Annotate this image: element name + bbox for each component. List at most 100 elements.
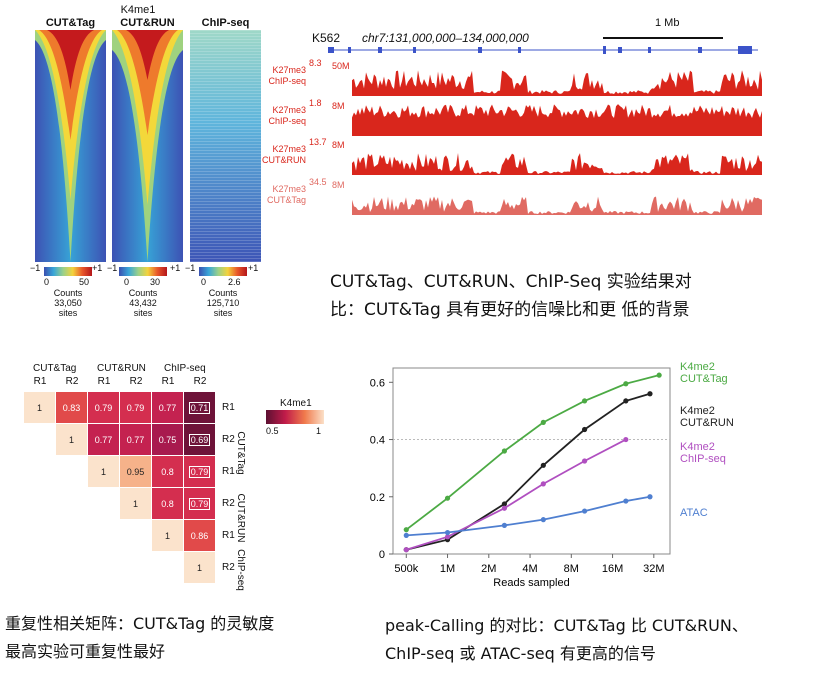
data-point: [540, 419, 546, 425]
x-axis-label: Reads sampled: [493, 577, 569, 589]
heatmap-cuttag: [35, 30, 106, 262]
data-point: [501, 505, 508, 511]
group-side-label: ChIP-seq: [235, 549, 246, 591]
signal-track: [352, 153, 762, 175]
legend-min: 0.5: [266, 426, 279, 436]
x-tick-label: 8M: [564, 563, 579, 575]
data-point: [581, 398, 588, 404]
corr-cell: 1: [88, 456, 119, 487]
track-mark: K27me3: [272, 105, 306, 115]
caption-line: 最高实验可重复性最好: [5, 642, 166, 661]
group-label: CUT&Tag: [33, 363, 77, 374]
corr-value: 0.79: [188, 497, 211, 510]
heatmap-col-label: CUT&Tag: [45, 17, 96, 29]
data-point: [581, 426, 588, 433]
corr-value: 0.77: [126, 434, 145, 445]
track-max: 13.7: [309, 137, 327, 147]
y-tick-label: 0.2: [370, 492, 385, 504]
track-label: K27me3 ChIP-seq: [262, 105, 306, 127]
group-label: ChIP-seq: [164, 363, 206, 374]
data-point: [403, 532, 409, 538]
track-assay: ChIP-seq: [268, 116, 306, 126]
axis-left-label: −1: [185, 263, 196, 273]
corr-value: 0.79: [188, 465, 211, 478]
series-label: CUT&Tag: [680, 373, 728, 385]
corr-value: 0.95: [126, 466, 145, 477]
corr-cell: 1: [152, 520, 183, 551]
corr-cell: 0.79: [184, 488, 215, 519]
x-tick-label: 32M: [643, 563, 664, 575]
plot-frame: [392, 367, 671, 555]
legend-title: K4me1: [280, 398, 312, 409]
data-point: [403, 527, 409, 533]
track-assay: CUT&Tag: [266, 195, 306, 205]
corr-cell: 0.95: [120, 456, 151, 487]
series-label: K4me2: [680, 405, 715, 417]
axis-right-label: +1: [170, 263, 181, 273]
data-point: [444, 534, 451, 540]
gene-annotation-track: [328, 46, 758, 54]
caption-line: ChIP-seq 或 ATAC-seq 有更高的信号: [385, 644, 656, 663]
signal-area: [352, 196, 762, 215]
x-tick-label: 2M: [481, 563, 496, 575]
caption-line: 重复性相关矩阵：CUT&Tag 的灵敏度: [5, 614, 275, 633]
corr-cell: 0.75: [152, 424, 183, 455]
x-tick-label: 1M: [440, 563, 455, 575]
rep-col-label: R1: [161, 376, 175, 387]
counts-label: Counts: [128, 288, 158, 298]
corr-cell: 1: [24, 392, 55, 423]
corr-value: 1: [68, 434, 74, 445]
colorbar: [44, 267, 92, 276]
corr-value: 0.86: [190, 530, 209, 541]
sites-count: 125,710: [206, 298, 240, 308]
y-tick-label: 0: [379, 549, 385, 561]
scale-bar-label: 1 Mb: [655, 17, 680, 29]
track-label: K27me3 CUT&RUN: [262, 144, 306, 166]
corr-value: 0.79: [94, 402, 113, 413]
corr-cell: 0.79: [184, 456, 215, 487]
rep-col-label: R1: [97, 376, 111, 387]
scale-max: 30: [150, 277, 161, 287]
scale-max: 2.6: [228, 277, 241, 287]
x-tick-label: 500k: [394, 563, 418, 575]
caption-line: 比：CUT&Tag 具有更好的信噪比和更 低的背景: [330, 300, 690, 320]
data-point: [623, 398, 629, 404]
axis-right-label: +1: [248, 263, 259, 273]
corr-value: 0.83: [62, 402, 81, 413]
axis-left-label: −1: [30, 263, 41, 273]
data-point: [623, 381, 629, 387]
corr-value: 0.8: [161, 466, 174, 477]
series-line: [405, 374, 660, 531]
scale-bar: [603, 37, 723, 39]
track-depth: 8M: [332, 180, 345, 190]
data-point: [623, 436, 629, 443]
track-max: 1.8: [309, 98, 322, 108]
sites-count: 43,432: [129, 298, 157, 308]
corr-value: 0.77: [94, 434, 113, 445]
caption-line: CUT&Tag、CUT&RUN、ChIP-Seq 实验结果对: [330, 272, 692, 292]
heatmap-title: K4me1: [120, 4, 156, 16]
rep-row-label: R2: [222, 434, 235, 445]
corr-value: 1: [164, 530, 170, 541]
series-label: K4me2: [680, 441, 715, 453]
corr-cell: 1: [184, 552, 215, 583]
track-label: K27me3 ChIP-seq: [262, 65, 306, 87]
corr-cell: 0.77: [152, 392, 183, 423]
corr-value: 1: [36, 402, 42, 413]
legend-colorbar: [266, 410, 324, 424]
caption-line: peak-Calling 的对比：CUT&Tag 比 CUT&RUN、: [385, 616, 748, 635]
corr-value: 1: [196, 562, 202, 573]
counts-label: Counts: [208, 288, 238, 298]
series-label: ATAC: [680, 507, 708, 519]
corr-cell: 1: [120, 488, 151, 519]
track-mark: K27me3: [272, 144, 306, 154]
corr-cell: 0.71: [184, 392, 215, 423]
data-point: [540, 462, 546, 468]
rep-col-label: R2: [65, 376, 79, 387]
counts-label: Counts: [53, 288, 83, 298]
corr-value: 0.71: [188, 401, 211, 414]
track-depth: 50M: [332, 61, 350, 71]
track-mark: K27me3: [272, 65, 306, 75]
data-point: [501, 501, 508, 507]
group-label: CUT&RUN: [97, 363, 146, 374]
